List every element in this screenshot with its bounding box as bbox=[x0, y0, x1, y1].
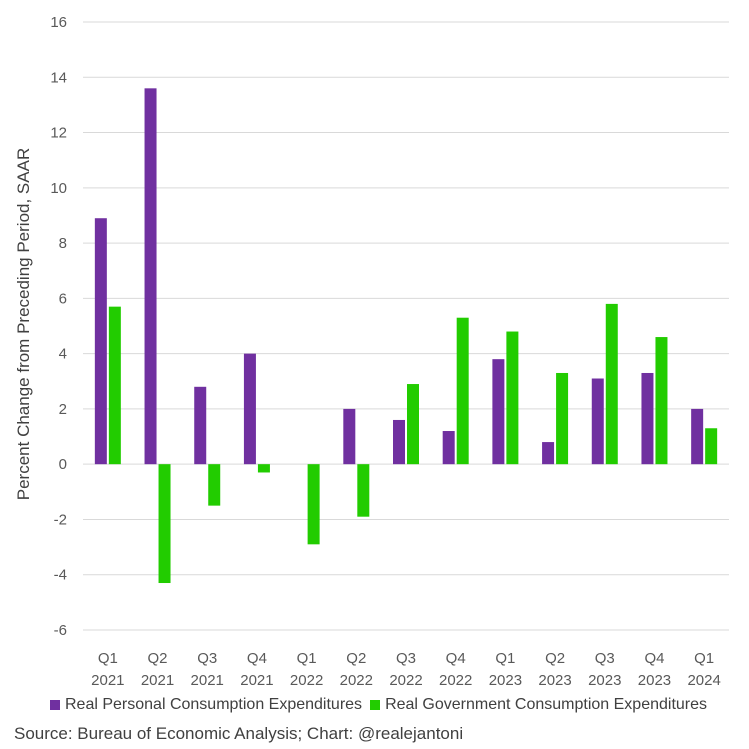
bar-pce bbox=[393, 419, 405, 465]
bar-pce bbox=[94, 218, 107, 465]
x-tick-year: 2022 bbox=[389, 672, 422, 689]
bar-pce bbox=[243, 353, 256, 465]
y-tick-label: 4 bbox=[59, 346, 67, 363]
x-tick-year: 2022 bbox=[340, 672, 373, 689]
x-tick-year: 2021 bbox=[240, 672, 273, 689]
x-tick-year: 2023 bbox=[489, 672, 522, 689]
bar-gov bbox=[108, 306, 121, 465]
gridlines bbox=[83, 21, 729, 631]
bar-pce bbox=[343, 408, 356, 465]
x-tick-year: 2022 bbox=[290, 672, 323, 689]
x-axis-ticks: Q1 2021 Q2 2021 Q3 2021 Q4 2021 Q1 2022 Q2 2022 Q3 20… bbox=[91, 650, 721, 689]
bar-chart: -6 -4 -2 0 2 4 6 8 10 12 14 16 Q1 2021 Q2 2021 Q3 2021 Q4… bbox=[14, 14, 729, 689]
legend-label-pce: Real Personal Consumption Expenditures bbox=[65, 696, 363, 713]
bar-gov bbox=[208, 464, 221, 506]
bar-gov bbox=[456, 317, 469, 465]
y-tick-label: 2 bbox=[59, 401, 67, 418]
x-tick-year: 2024 bbox=[687, 672, 720, 689]
legend-swatch-gov bbox=[370, 700, 381, 710]
x-tick-quarter: Q2 bbox=[148, 650, 168, 667]
x-tick-quarter: Q3 bbox=[197, 650, 217, 667]
x-tick-quarter: Q1 bbox=[98, 650, 118, 667]
x-tick-quarter: Q1 bbox=[297, 650, 317, 667]
x-tick-quarter: Q4 bbox=[247, 650, 267, 667]
y-tick-label: -2 bbox=[54, 511, 67, 528]
legend-swatch-pce bbox=[50, 700, 60, 710]
x-tick-quarter: Q4 bbox=[644, 650, 664, 667]
bar-gov bbox=[307, 464, 320, 545]
bars bbox=[94, 88, 718, 584]
x-tick-year: 2021 bbox=[191, 672, 224, 689]
x-tick-quarter: Q2 bbox=[545, 650, 565, 667]
bar-gov bbox=[556, 372, 569, 465]
bar-pce bbox=[442, 431, 455, 465]
y-axis-label: Percent Change from Preceding Period, SA… bbox=[14, 148, 33, 500]
x-tick-quarter: Q1 bbox=[495, 650, 515, 667]
y-tick-label: 16 bbox=[50, 14, 67, 31]
legend-item-gov: Real Government Consumption Expenditures bbox=[370, 696, 707, 714]
bar-gov bbox=[705, 428, 718, 465]
y-tick-label: 8 bbox=[59, 235, 67, 252]
bar-gov bbox=[357, 464, 370, 517]
y-tick-label: 10 bbox=[50, 180, 67, 197]
bar-gov bbox=[158, 464, 171, 584]
legend-item-pce: Real Personal Consumption Expenditures bbox=[50, 696, 362, 714]
legend: Real Personal Consumption Expenditures R… bbox=[50, 694, 749, 716]
bar-gov bbox=[506, 331, 519, 465]
y-axis-ticks: -6 -4 -2 0 2 4 6 8 10 12 14 16 bbox=[50, 14, 67, 639]
x-tick-quarter: Q2 bbox=[346, 650, 366, 667]
y-tick-label: -4 bbox=[54, 567, 67, 584]
bar-pce bbox=[691, 408, 704, 465]
x-tick-year: 2023 bbox=[638, 672, 671, 689]
bar-pce bbox=[641, 372, 654, 465]
legend-label-gov: Real Government Consumption Expenditures bbox=[385, 696, 708, 713]
bar-pce bbox=[591, 378, 604, 465]
bar-gov bbox=[605, 303, 618, 465]
y-tick-label: -6 bbox=[54, 622, 67, 639]
bar-gov bbox=[257, 464, 270, 473]
x-tick-year: 2021 bbox=[141, 672, 174, 689]
x-tick-year: 2023 bbox=[588, 672, 621, 689]
bar-gov bbox=[407, 384, 419, 465]
y-tick-label: 6 bbox=[59, 290, 67, 307]
bar-pce bbox=[492, 359, 505, 465]
bar-gov bbox=[655, 337, 668, 465]
source-note: Source: Bureau of Economic Analysis; Cha… bbox=[14, 724, 464, 743]
bar-pce bbox=[144, 88, 157, 465]
bar-pce bbox=[194, 386, 207, 465]
bar-pce bbox=[542, 442, 555, 465]
x-tick-year: 2022 bbox=[439, 672, 472, 689]
y-tick-label: 12 bbox=[50, 125, 67, 142]
x-tick-quarter: Q1 bbox=[694, 650, 714, 667]
x-tick-year: 2023 bbox=[538, 672, 571, 689]
y-tick-label: 0 bbox=[59, 456, 67, 473]
x-tick-quarter: Q3 bbox=[396, 650, 416, 667]
x-tick-year: 2021 bbox=[91, 672, 124, 689]
x-tick-quarter: Q3 bbox=[595, 650, 615, 667]
x-tick-quarter: Q4 bbox=[446, 650, 466, 667]
y-tick-label: 14 bbox=[50, 69, 67, 86]
